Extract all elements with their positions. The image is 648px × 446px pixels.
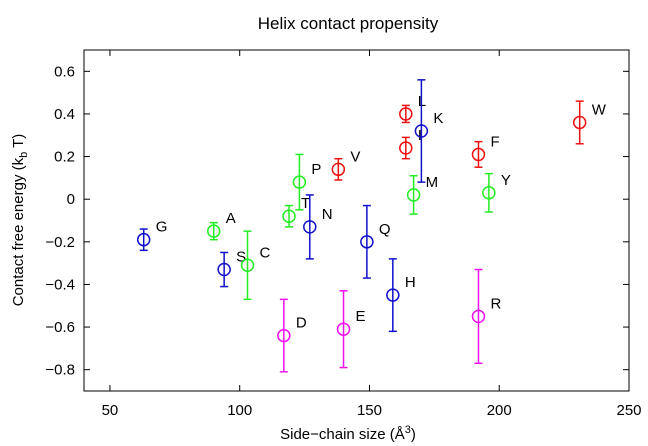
data-point-R	[471, 309, 486, 324]
plot-frame	[83, 49, 630, 392]
data-point-Q	[360, 235, 374, 249]
data-point-M	[406, 188, 421, 202]
data-label-N: N	[322, 206, 333, 223]
x-tick-label: 200	[487, 402, 512, 419]
data-label-H: H	[405, 274, 416, 291]
chart-title: Helix contact propensity	[258, 14, 439, 33]
x-tick-label: 150	[357, 402, 382, 419]
data-label-I: I	[418, 127, 422, 144]
data-point-I	[399, 141, 413, 155]
data-point-F	[471, 147, 486, 162]
data-point-C	[240, 258, 255, 273]
data-point-G	[136, 232, 151, 247]
data-point-N	[303, 220, 317, 234]
data-label-G: G	[156, 219, 168, 236]
data-point-E	[336, 322, 351, 336]
data-point-A	[207, 224, 221, 238]
y-tick-label: 0.4	[54, 106, 75, 123]
data-label-K: K	[433, 110, 443, 127]
data-label-M: M	[426, 174, 439, 191]
data-label-F: F	[490, 133, 499, 150]
y-tick-label: 0	[67, 191, 75, 208]
y-axis-label-subscript: b	[18, 152, 30, 158]
y-tick-label: 0.6	[54, 63, 75, 80]
data-point-V	[331, 162, 346, 177]
data-label-Y: Y	[501, 172, 511, 189]
data-label-R: R	[490, 295, 501, 312]
data-label-E: E	[356, 308, 366, 325]
data-point-W	[572, 115, 587, 130]
y-tick-label: −0.2	[45, 234, 75, 251]
data-point-P	[292, 175, 307, 189]
axis-ticks: 50 100 150 200 250 −0.8 −0.6 −0.4 −0.2 0 0.2 0.4 0.6	[45, 50, 642, 419]
data-point-H	[386, 288, 400, 302]
x-tick-label: 250	[616, 402, 641, 419]
data-point-S	[217, 262, 231, 277]
y-tick-label: −0.6	[45, 319, 75, 336]
y-tick-label: −0.8	[45, 362, 75, 379]
x-tick-label: 50	[102, 402, 119, 419]
x-axis-label-superscript: 3	[405, 424, 411, 436]
data-point-L	[399, 107, 413, 121]
y-tick-label: −0.4	[45, 276, 75, 293]
data-label-T: T	[301, 195, 310, 212]
x-tick-label: 100	[227, 402, 252, 419]
x-axis-label-close: )	[411, 426, 416, 443]
data-label-P: P	[311, 161, 321, 178]
data-label-S: S	[236, 249, 246, 266]
x-axis-label: Side−chain size (Å3)	[280, 424, 416, 443]
y-tick-label: 0.2	[54, 149, 75, 166]
data-label-Q: Q	[379, 221, 391, 238]
data-label-W: W	[592, 101, 607, 118]
data-point-T	[282, 209, 296, 223]
y-axis-label-tail: T)	[10, 134, 27, 152]
data-label-V: V	[350, 148, 360, 165]
data-label-D: D	[296, 315, 307, 332]
data-label-C: C	[260, 244, 271, 261]
data-point-Y	[482, 186, 496, 200]
data-marks: GASCDTPNVEQHLIMKRFYW	[136, 79, 607, 373]
data-label-A: A	[226, 210, 236, 227]
y-axis-label: Contact free energy (kb T)	[10, 134, 30, 307]
data-point-K	[414, 124, 429, 138]
data-point-D	[277, 328, 291, 343]
